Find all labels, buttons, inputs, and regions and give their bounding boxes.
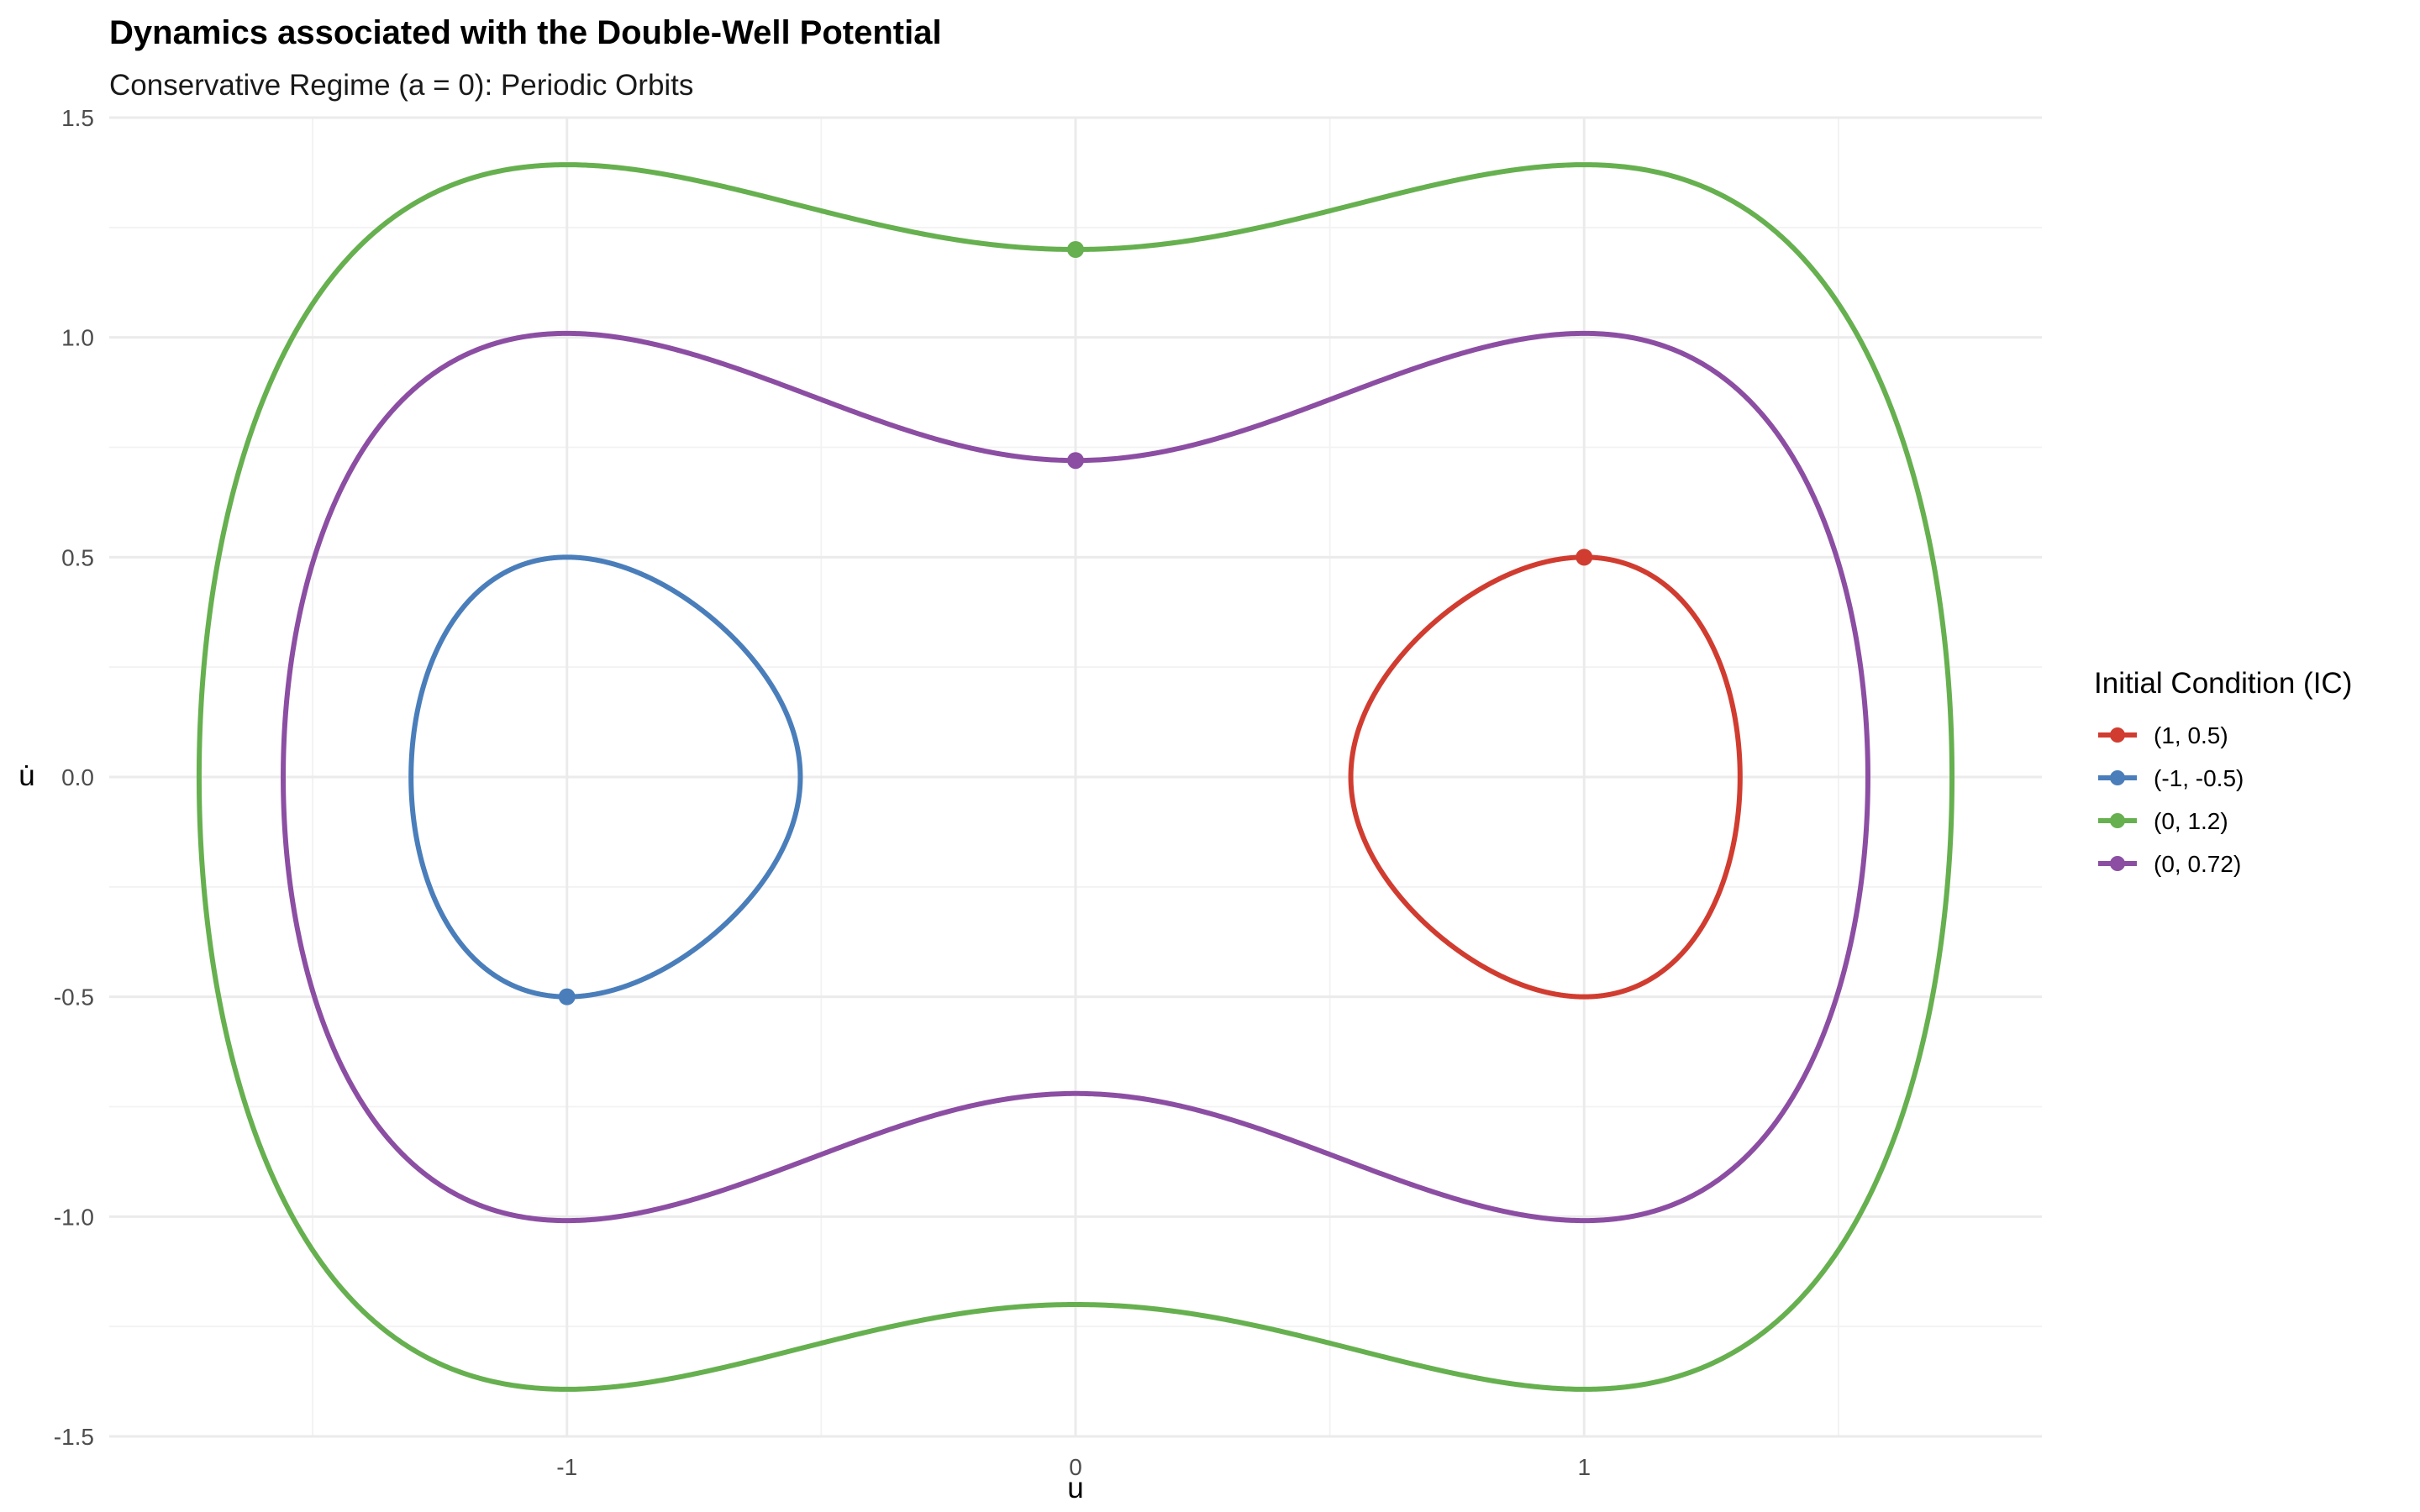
legend-key-point <box>2110 813 2125 828</box>
y-tick-label: -0.5 <box>54 984 94 1011</box>
y-tick-label: 0.5 <box>61 544 94 570</box>
y-tick-label: 1.5 <box>61 105 94 131</box>
initial-condition-point <box>1067 452 1084 470</box>
legend-title: Initial Condition (IC) <box>2094 667 2352 700</box>
x-tick-label: -1 <box>556 1454 577 1480</box>
legend-items: (1, 0.5) (-1, -0.5) (0, 1.2) (0, 0.72) <box>2098 722 2244 877</box>
chart-title: Dynamics associated with the Double-Well… <box>109 14 942 51</box>
y-tick-label: -1.0 <box>54 1204 94 1230</box>
initial-condition-points <box>558 241 1593 1005</box>
y-axis-label: u̇ <box>18 759 34 792</box>
chart-subtitle: Conservative Regime (a = 0): Periodic Or… <box>109 69 693 102</box>
x-axis-label: u <box>1067 1472 1083 1504</box>
x-tick-label: 1 <box>1577 1454 1591 1480</box>
orbits <box>196 162 1955 1392</box>
initial-condition-point <box>1067 241 1084 258</box>
grid <box>109 116 2042 1438</box>
y-tick-label: -1.5 <box>54 1424 94 1450</box>
initial-condition-point <box>1576 549 1593 566</box>
y-tick-label: 0.0 <box>61 764 94 790</box>
orbit-line <box>196 162 1955 1392</box>
legend-key-point <box>2110 727 2125 743</box>
legend-key-point <box>2110 770 2125 785</box>
legend-label: (-1, -0.5) <box>2154 765 2244 791</box>
orbit-line <box>1348 554 1743 1000</box>
axis-ticks: -1 0 1 -1.5 -1.0 -0.5 0.0 0.5 1.0 1.5 <box>54 105 1591 1480</box>
y-tick-label: 1.0 <box>61 325 94 351</box>
legend-key-point <box>2110 856 2125 871</box>
legend: Initial Condition (IC) (1, 0.5) (-1, -0.5… <box>2094 667 2352 877</box>
orbit-line <box>408 554 803 1000</box>
orbit-line <box>281 330 1870 1224</box>
initial-condition-point <box>558 988 576 1005</box>
legend-label: (0, 0.72) <box>2154 851 2241 877</box>
legend-label: (0, 1.2) <box>2154 808 2228 834</box>
x-tick-label: 0 <box>1069 1454 1082 1480</box>
legend-label: (1, 0.5) <box>2154 722 2228 748</box>
